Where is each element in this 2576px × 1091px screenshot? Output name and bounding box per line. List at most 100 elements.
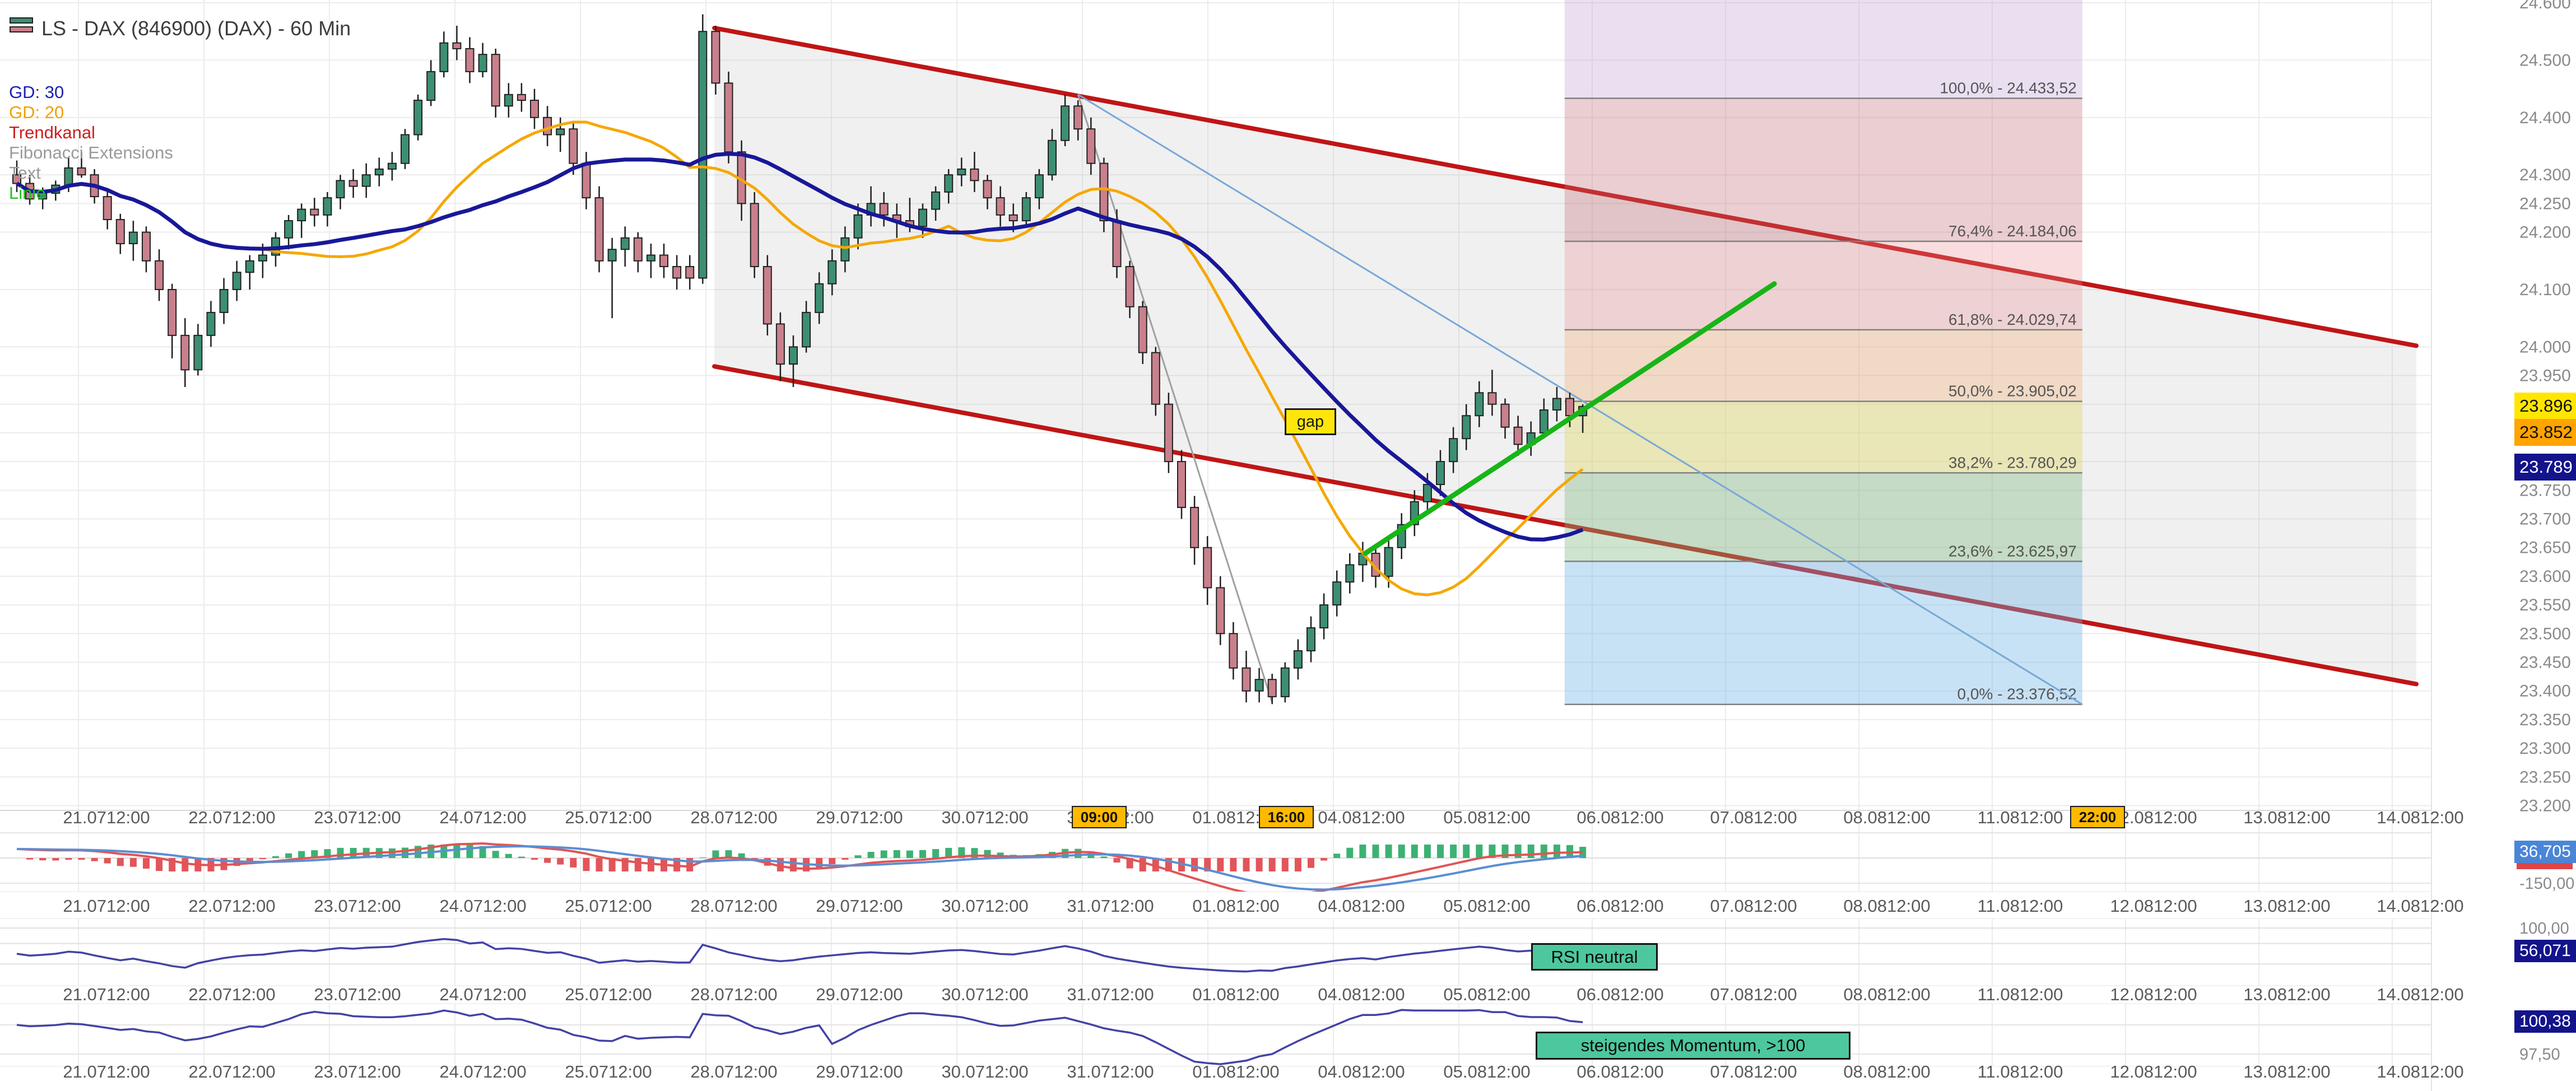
time-tick-label: 04.0812:00 bbox=[1318, 1062, 1405, 1081]
time-tick-label: 11.0812:00 bbox=[1978, 1062, 2063, 1081]
time-tick-label: 08.0812:00 bbox=[1843, 985, 1930, 1004]
rsi-panel bbox=[0, 927, 2431, 973]
time-tick-label: 25.0712:00 bbox=[565, 1062, 652, 1081]
time-badge bbox=[1259, 806, 1314, 828]
time-tick-label: 30.0712:00 bbox=[941, 985, 1028, 1004]
macd-line bbox=[16, 845, 1583, 891]
trendlines bbox=[1077, 94, 2083, 706]
time-tick-label: 08.0812:00 bbox=[1843, 808, 1930, 827]
moving-averages bbox=[16, 120, 1584, 596]
time-tick-label: 31.0712:00 bbox=[1067, 896, 1154, 916]
time-tick-label: 05.0812:00 bbox=[1443, 808, 1530, 827]
time-axis: 21.0712:00 22.0712:00 23.0712:00 24.0712:00… bbox=[63, 806, 2464, 1081]
time-tick-label: 23.0712:00 bbox=[314, 985, 401, 1004]
momentum-value-badge: 100,38 bbox=[2514, 1010, 2576, 1033]
price-tick-label: 23.750 bbox=[2519, 481, 2571, 500]
candlestick-icon bbox=[9, 15, 34, 42]
time-tick-label: 13.0812:00 bbox=[2243, 985, 2330, 1004]
price-tick-label: 23.200 bbox=[2519, 796, 2571, 815]
time-tick-label: 13.0812:00 bbox=[2243, 808, 2330, 827]
time-tick-label: 07.0812:00 bbox=[1710, 808, 1797, 827]
time-tick-label: 30.0712:00 bbox=[941, 1062, 1028, 1081]
rsi-status-annotation: RSI neutral bbox=[1531, 943, 1658, 971]
time-tick-label: 24.0712:00 bbox=[439, 808, 526, 827]
price-badge-gd20: 23.852 bbox=[2514, 419, 2576, 446]
legend-item-text: Text bbox=[9, 163, 41, 183]
price-tick-label: 24.300 bbox=[2519, 166, 2571, 184]
legend-items: GD: 30 GD: 20 Trendkanal Fibonacci Exten… bbox=[9, 82, 351, 203]
time-tick-label: 28.0712:00 bbox=[690, 896, 777, 916]
price-tick-label: 23.300 bbox=[2519, 739, 2571, 758]
time-tick-label: 23.0712:00 bbox=[314, 896, 401, 916]
trend-channel bbox=[712, 26, 2419, 687]
time-tick-label: 05.0812:00 bbox=[1443, 1062, 1530, 1081]
macd-axis-label: -150,00 bbox=[2519, 875, 2574, 893]
time-tick-label: 06.0812:00 bbox=[1577, 808, 1663, 827]
time-tick-label: 05.0812:00 bbox=[1443, 896, 1530, 916]
gridlines bbox=[0, 0, 2432, 1091]
time-tick-label: 31.0712:00 bbox=[1067, 1062, 1154, 1081]
time-tick-label: 14.0812:00 bbox=[2377, 808, 2463, 827]
time-tick-label: 22.0712:00 bbox=[188, 808, 275, 827]
linie-trendline bbox=[1363, 281, 1777, 556]
time-tick-label: 13.0812:00 bbox=[2243, 1062, 2330, 1081]
price-tick-label: 23.400 bbox=[2519, 682, 2571, 701]
price-tick-label: 24.000 bbox=[2519, 338, 2571, 356]
time-tick-label: 24.0712:00 bbox=[439, 985, 526, 1004]
time-tick-label: 11.0812:00 bbox=[1978, 896, 2063, 916]
time-tick-label: 29.0712:00 bbox=[816, 808, 903, 827]
legend-item-linie: Linie bbox=[9, 183, 46, 203]
price-tick-label: 24.400 bbox=[2519, 109, 2571, 127]
time-tick-label: 25.0712:00 bbox=[565, 896, 652, 916]
legend-item-gd30: GD: 30 bbox=[9, 82, 64, 102]
time-tick-label: 22.0712:00 bbox=[188, 1062, 275, 1081]
time-tick-label: 29.0712:00 bbox=[816, 985, 903, 1004]
time-tick-label: 04.0812:00 bbox=[1318, 985, 1405, 1004]
time-tick-label: 06.0812:00 bbox=[1577, 1062, 1663, 1081]
momentum-status-annotation: steigendes Momentum, >100 bbox=[1536, 1032, 1850, 1060]
time-tick-label: 28.0712:00 bbox=[690, 985, 777, 1004]
fib-level-label: 100,0% - 24.433,52 bbox=[1940, 79, 2076, 96]
macd-signal-badge bbox=[2517, 861, 2573, 869]
time-tick-label: 12.0812:00 bbox=[2110, 985, 2197, 1004]
time-tick-label: 07.0812:00 bbox=[1710, 896, 1797, 916]
price-tick-label: 24.600 bbox=[2519, 0, 2571, 12]
price-tick-label: 23.650 bbox=[2519, 539, 2571, 557]
price-tick-label: 24.500 bbox=[2519, 51, 2571, 69]
time-tick-label: 05.0812:00 bbox=[1443, 985, 1530, 1004]
price-tick-label: 23.550 bbox=[2519, 596, 2571, 614]
time-tick-label: 23.0712:00 bbox=[314, 1062, 401, 1081]
momentum-panel bbox=[0, 1009, 2431, 1065]
rsi-axis-label: 100,00 bbox=[2519, 920, 2569, 938]
price-badge-high: 23.896 bbox=[2514, 393, 2576, 419]
time-tick-label: 29.0712:00 bbox=[816, 1062, 903, 1081]
time-tick-label: 11.0812:00 bbox=[1978, 808, 2063, 827]
price-tick-label: 24.200 bbox=[2519, 223, 2571, 242]
price-axis: 24.600 24.500 24.400 24.300 24.250 24.200 24.1… bbox=[2519, 0, 2571, 815]
price-tick-label: 24.100 bbox=[2519, 281, 2571, 299]
time-badge-label: 09:00 bbox=[1081, 809, 1118, 826]
time-tick-label: 06.0812:00 bbox=[1577, 896, 1663, 916]
fib-level-label: 50,0% - 23.905,02 bbox=[1949, 383, 2077, 400]
fib-level-label: 38,2% - 23.780,29 bbox=[1949, 454, 2077, 471]
time-tick-label: 21.0712:00 bbox=[63, 808, 150, 827]
chart-legend: LS - DAX (846900) (DAX) - 60 Min GD: 30 … bbox=[9, 15, 351, 203]
time-badge bbox=[1072, 806, 1127, 828]
time-tick-label: 23.0712:00 bbox=[314, 808, 401, 827]
time-tick-label: 22.0712:00 bbox=[188, 896, 275, 916]
time-tick-label: 07.0812:00 bbox=[1710, 1062, 1797, 1081]
price-tick-label: 23.950 bbox=[2519, 367, 2571, 385]
macd-value-badge: 36,705 bbox=[2514, 841, 2576, 863]
time-tick-label: 14.0812:00 bbox=[2377, 985, 2463, 1004]
time-tick-label: 29.0712:00 bbox=[816, 896, 903, 916]
fib-level-label: 0,0% - 23.376,52 bbox=[1957, 686, 2076, 703]
time-tick-label: 22.0712:00 bbox=[188, 985, 275, 1004]
price-tick-label: 23.350 bbox=[2519, 711, 2571, 729]
time-badge bbox=[2070, 806, 2125, 828]
gd-30-line bbox=[16, 152, 1584, 542]
momentum-axis-label: 97,50 bbox=[2519, 1046, 2560, 1064]
time-tick-label: 24.0712:00 bbox=[439, 896, 526, 916]
time-tick-label: 28.0712:00 bbox=[690, 1062, 777, 1081]
